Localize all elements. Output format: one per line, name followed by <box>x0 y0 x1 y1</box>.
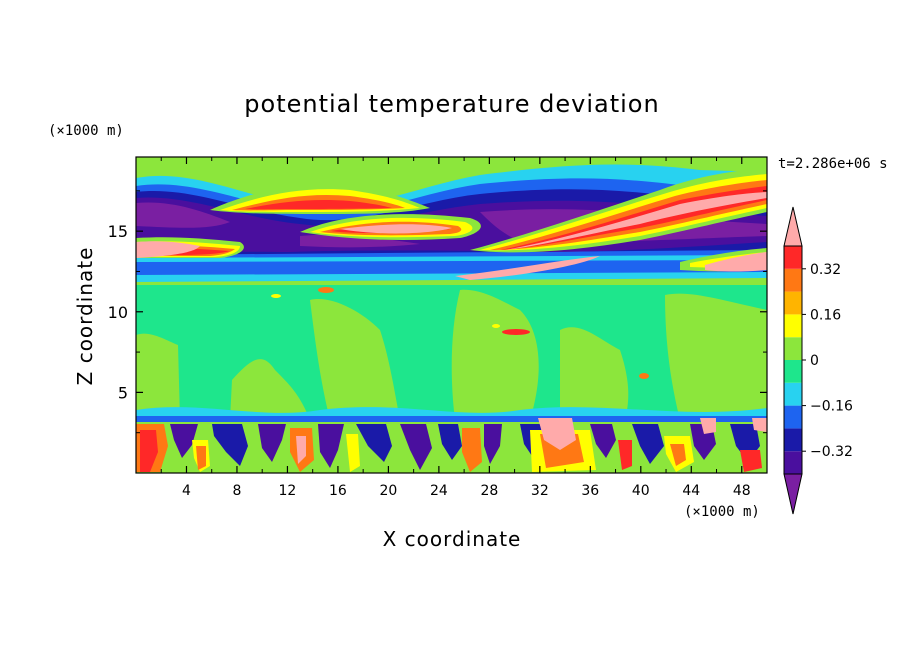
x-tick-label: 20 <box>379 483 397 499</box>
contour-upper-pink <box>136 192 767 280</box>
colorbar-tick-label: 0.32 <box>810 262 841 278</box>
contour-field <box>136 157 767 473</box>
colorbar-segment <box>784 382 802 406</box>
contour-warm-plume-9 <box>700 418 716 434</box>
x-tick-label: 28 <box>480 483 498 499</box>
contour-cold-plume-7 <box>438 424 462 460</box>
contour-warm-plume-10 <box>752 418 767 432</box>
contour-cold-plume-6 <box>400 424 432 470</box>
x-tick-label: 40 <box>632 483 650 499</box>
colorbar-segment <box>784 246 802 269</box>
contour-patch-d <box>451 289 539 420</box>
contour-cold-plume-5 <box>356 424 392 462</box>
contour-patch-c <box>310 299 400 420</box>
contour-blob-warm-1 <box>318 287 334 293</box>
time-label: t=2.286e+06 s <box>778 156 888 172</box>
x-tick-label: 12 <box>279 483 297 499</box>
colorbar-segment <box>784 451 802 474</box>
contour-patch-e <box>560 327 629 420</box>
contour-patch-a <box>136 333 180 420</box>
colorbar-under-arrow <box>783 473 803 515</box>
chart-title: potential temperature deviation <box>244 90 659 118</box>
colorbar-tick-label: 0 <box>810 353 819 369</box>
contour-warm-plume-3b <box>296 436 306 464</box>
colorbar-tick-label: 0.16 <box>810 307 841 323</box>
contour-cold-plume-3 <box>258 424 286 462</box>
y-tick-label: 5 <box>118 383 128 402</box>
colorbar-segment <box>784 405 802 429</box>
contour-warm-plume-8b <box>670 444 686 466</box>
contour-cold-plume-4 <box>318 424 344 468</box>
contour-blob-warm-3 <box>639 373 649 379</box>
contour-warm-plume-5 <box>462 428 482 472</box>
x-tick-label: 48 <box>733 483 751 499</box>
contour-warm-plume-6c <box>538 418 576 450</box>
colorbar-tick-label: −0.16 <box>810 399 853 415</box>
contour-mid-blobs <box>271 287 649 379</box>
colorbar-segment <box>784 291 802 315</box>
contour-blob-warm-2 <box>502 329 530 335</box>
contour-tropopause-blue <box>136 258 767 275</box>
x-tick-label: 24 <box>430 483 448 499</box>
colorbar-tick-label: −0.32 <box>810 444 853 460</box>
colorbar-segment <box>784 360 802 383</box>
contour-warm-plume-1b <box>140 430 158 472</box>
contour-patch-b <box>230 359 310 420</box>
colorbar-over-arrow <box>783 206 803 247</box>
contour-warm-plume-2b <box>196 446 206 470</box>
contour-cold-plume-10 <box>590 424 616 458</box>
plot-frame <box>135 156 768 474</box>
contour-warm-plume-4 <box>346 434 360 472</box>
contour-warm-plume-7 <box>618 440 632 470</box>
x-axis-label: X coordinate <box>383 527 522 551</box>
colorbar-segment <box>784 337 802 360</box>
contour-cold-plume-8 <box>484 424 502 464</box>
y-axis-unit: (×1000 m) <box>48 123 124 139</box>
contour-cold-plume-11 <box>632 424 664 464</box>
x-tick-label: 36 <box>581 483 599 499</box>
contour-upper-orange <box>136 180 767 256</box>
x-tick-label: 16 <box>329 483 347 499</box>
contour-upper-red <box>136 186 767 255</box>
colorbar-segment <box>784 268 802 292</box>
contour-bl-cold-plumes <box>170 424 760 470</box>
y-axis-label: Z coordinate <box>73 247 97 386</box>
y-tick-label: 15 <box>108 222 128 241</box>
x-tick-label: 8 <box>232 483 241 499</box>
colorbar-segment <box>784 314 802 338</box>
contour-blob-warm-5 <box>492 324 500 328</box>
contour-patch-f <box>665 293 767 420</box>
contour-cold-plume-2 <box>212 424 248 466</box>
y-axis: 5 10 15 <box>108 190 767 434</box>
contour-mid-positive-patches <box>136 289 767 420</box>
x-tick-label: 32 <box>531 483 549 499</box>
x-axis-unit: (×1000 m) <box>684 504 760 520</box>
colorbar-segment <box>784 428 802 452</box>
x-tick-label: 4 <box>182 483 191 499</box>
x-axis: 4 8 12 16 20 24 28 32 36 40 44 48 <box>160 157 751 499</box>
contour-cold-plume-1 <box>170 424 198 458</box>
y-tick-label: 10 <box>108 303 128 322</box>
contour-blob-warm-4 <box>271 294 281 298</box>
contour-bl-warm-plumes <box>136 418 767 472</box>
contour-warm-plume-11 <box>740 450 762 472</box>
x-tick-label: 44 <box>682 483 700 499</box>
contour-bl-inversion <box>136 416 767 422</box>
colorbar: 0.32 0.16 0 −0.16 −0.32 <box>783 206 853 515</box>
